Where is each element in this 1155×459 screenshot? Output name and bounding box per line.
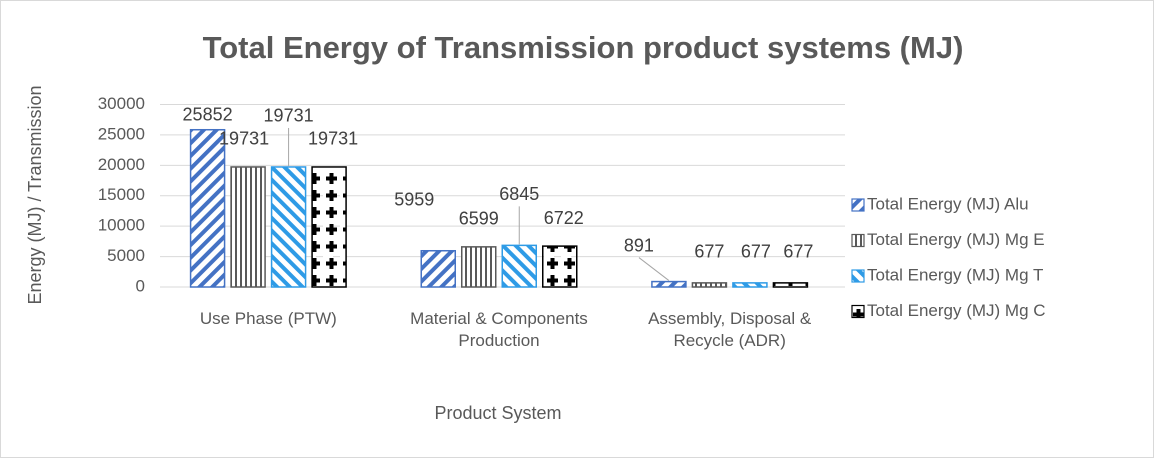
legend-swatch	[851, 269, 865, 283]
y-tick-label: 25000	[98, 124, 145, 143]
leader-line	[638, 257, 670, 281]
data-label: 6722	[544, 208, 584, 228]
bar	[270, 166, 307, 288]
chart-title: Total Energy of Transmission product sys…	[203, 30, 964, 65]
legend-swatch	[851, 233, 865, 248]
y-tick-label: 15000	[98, 185, 145, 204]
y-tick-label: 0	[136, 276, 145, 295]
bar	[420, 249, 456, 288]
y-axis-title: Energy (MJ) / Transmission	[25, 85, 45, 304]
bar	[772, 282, 809, 288]
bar	[461, 246, 497, 288]
data-label: 19731	[264, 106, 314, 126]
bar	[501, 244, 537, 288]
bar	[732, 282, 768, 288]
bar	[651, 280, 687, 288]
x-tick-label: Assembly, Disposal & Recycle (ADR)	[648, 309, 812, 350]
data-label: 677	[694, 242, 724, 262]
legend-label: Total Energy (MJ) Mg T	[867, 265, 1043, 284]
bar	[311, 166, 347, 288]
y-tick-label: 20000	[98, 155, 145, 174]
legend-label: Total Energy (MJ) Mg C	[867, 301, 1046, 320]
bar	[691, 282, 728, 288]
data-label: 891	[624, 235, 654, 255]
data-label: 6845	[499, 184, 539, 204]
y-tick-label: 10000	[98, 216, 145, 235]
x-tick-label: Material & Components Production	[410, 309, 588, 350]
data-label: 25852	[183, 104, 233, 124]
legend-swatch	[851, 198, 865, 212]
bar	[542, 245, 578, 288]
legend-label: Total Energy (MJ) Alu	[867, 194, 1029, 213]
data-label: 6599	[459, 209, 499, 229]
y-tick-label: 5000	[107, 246, 145, 265]
data-label: 677	[783, 242, 813, 262]
data-label: 19731	[308, 129, 358, 149]
data-label: 677	[741, 242, 771, 262]
y-tick-label: 30000	[98, 94, 145, 113]
x-axis-title: Product System	[434, 403, 561, 423]
legend-swatch	[851, 304, 865, 319]
data-label: 19731	[219, 129, 269, 149]
bar	[189, 128, 226, 288]
x-tick-label: Use Phase (PTW)	[200, 309, 337, 328]
data-label: 5959	[394, 189, 434, 209]
bar	[230, 166, 266, 288]
legend-label: Total Energy (MJ) Mg E	[867, 230, 1045, 249]
